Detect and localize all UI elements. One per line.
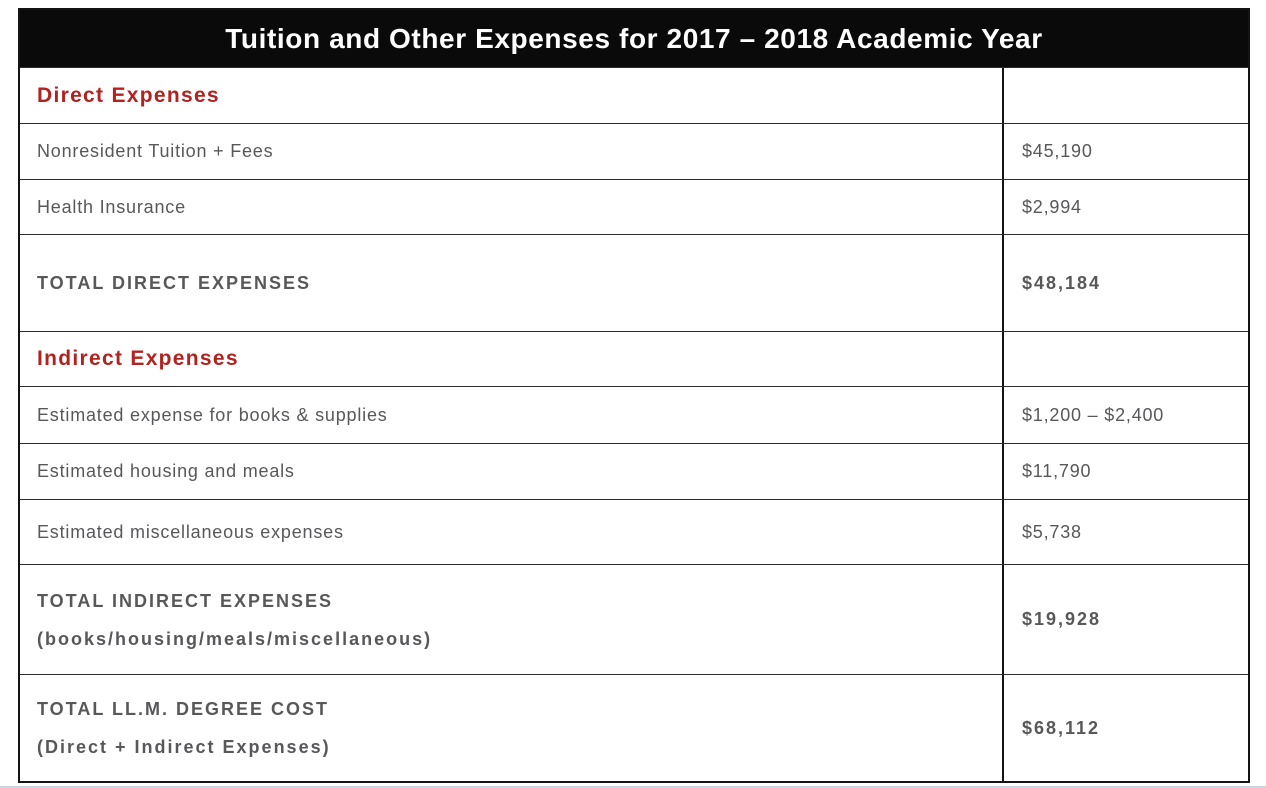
total-name: TOTAL LL.M. DEGREE COST xyxy=(37,699,330,719)
amount-value: $1,200 – $2,400 xyxy=(1022,404,1165,425)
expenses-table: Tuition and Other Expenses for 2017 – 20… xyxy=(18,8,1250,783)
section-title: Indirect Expenses xyxy=(37,347,239,370)
expense-amount: $45,190 xyxy=(1002,124,1248,179)
row-health-insurance: Health Insurance $2,994 xyxy=(20,179,1248,234)
expense-amount: $5,738 xyxy=(1002,500,1248,564)
expense-amount: $1,200 – $2,400 xyxy=(1002,387,1248,443)
total-label: TOTAL LL.M. DEGREE COST (Direct + Indire… xyxy=(20,675,1002,781)
row-total-direct-expenses: TOTAL DIRECT EXPENSES $48,184 xyxy=(20,234,1248,331)
row-section-indirect-expenses: Indirect Expenses xyxy=(20,331,1248,386)
expense-amount: $2,994 xyxy=(1002,180,1248,234)
amount-value: $68,112 xyxy=(1022,717,1101,738)
expense-name: Estimated expense for books & supplies xyxy=(37,404,388,425)
expense-label: Nonresident Tuition + Fees xyxy=(20,124,1002,179)
amount-value: $2,994 xyxy=(1022,196,1082,217)
total-label: TOTAL DIRECT EXPENSES xyxy=(20,235,1002,331)
total-name: TOTAL DIRECT EXPENSES xyxy=(37,273,312,293)
row-miscellaneous-expenses: Estimated miscellaneous expenses $5,738 xyxy=(20,499,1248,564)
expense-name: Estimated miscellaneous expenses xyxy=(37,521,344,542)
row-section-direct-expenses: Direct Expenses xyxy=(20,67,1248,123)
amount-value: $11,790 xyxy=(1022,461,1092,481)
row-nonresident-tuition-fees: Nonresident Tuition + Fees $45,190 xyxy=(20,123,1248,179)
section-title: Direct Expenses xyxy=(37,83,220,107)
section-label: Indirect Expenses xyxy=(20,332,1002,386)
total-label: TOTAL INDIRECT EXPENSES (books/housing/m… xyxy=(20,565,1002,674)
table-title-bar: Tuition and Other Expenses for 2017 – 20… xyxy=(20,10,1248,67)
total-subname: (Direct + Indirect Expenses) xyxy=(37,737,331,757)
amount-value: $48,184 xyxy=(1022,272,1102,293)
expense-name: Nonresident Tuition + Fees xyxy=(37,141,274,161)
total-name: TOTAL INDIRECT EXPENSES xyxy=(37,590,334,611)
expense-amount xyxy=(1002,68,1248,123)
section-label: Direct Expenses xyxy=(20,68,1002,123)
amount-value: $5,738 xyxy=(1022,521,1082,542)
page-bottom-edge xyxy=(0,786,1266,788)
total-subname: (books/housing/meals/miscellaneous) xyxy=(37,628,433,649)
expense-label: Estimated miscellaneous expenses xyxy=(20,500,1002,564)
expense-name: Estimated housing and meals xyxy=(37,461,295,481)
table-title: Tuition and Other Expenses for 2017 – 20… xyxy=(225,22,1043,54)
expense-label: Estimated housing and meals xyxy=(20,444,1002,499)
row-total-llm-degree-cost: TOTAL LL.M. DEGREE COST (Direct + Indire… xyxy=(20,674,1248,781)
amount-value: $45,190 xyxy=(1022,141,1093,161)
total-amount: $48,184 xyxy=(1002,235,1248,331)
row-housing-meals: Estimated housing and meals $11,790 xyxy=(20,443,1248,499)
amount-value: $19,928 xyxy=(1022,609,1102,629)
expense-label: Health Insurance xyxy=(20,180,1002,234)
total-amount: $19,928 xyxy=(1002,565,1248,674)
expense-amount: $11,790 xyxy=(1002,444,1248,499)
expense-label: Estimated expense for books & supplies xyxy=(20,387,1002,443)
row-total-indirect-expenses: TOTAL INDIRECT EXPENSES (books/housing/m… xyxy=(20,564,1248,674)
row-books-supplies: Estimated expense for books & supplies $… xyxy=(20,386,1248,443)
expense-name: Health Insurance xyxy=(37,196,186,217)
total-amount: $68,112 xyxy=(1002,675,1248,781)
expense-amount xyxy=(1002,332,1248,386)
